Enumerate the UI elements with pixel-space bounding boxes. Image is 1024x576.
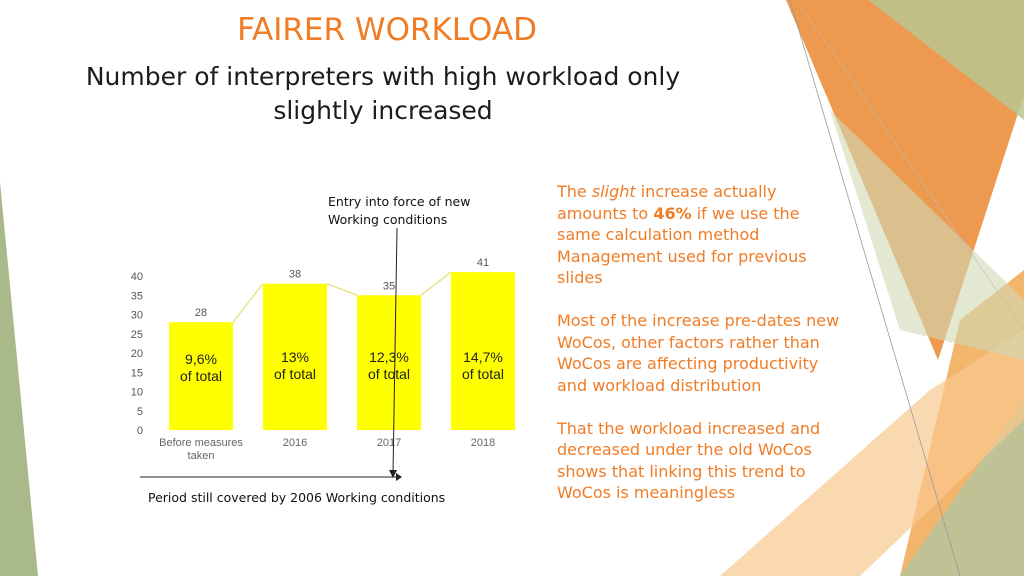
left-green-stripe [0, 182, 38, 576]
right-pale-orange-wedge [720, 330, 1024, 576]
data-label: 41 [477, 257, 489, 269]
y-tick-label: 30 [131, 310, 143, 322]
data-label: 38 [289, 269, 301, 281]
p1-strong: 46% [653, 203, 692, 223]
side-paragraph-2: Most of the increase pre-dates new WoCos… [557, 311, 840, 395]
y-tick-label: 0 [137, 425, 143, 437]
in-bar-label: of total [274, 366, 316, 382]
in-bar-label: 9,6% [185, 351, 217, 367]
right-thin-line [789, 0, 961, 576]
annotation-arrow-head [389, 470, 397, 478]
p1-part-b: increase actually amounts to [557, 182, 777, 223]
y-tick-label: 5 [137, 406, 143, 418]
x-tick-label: Before measures [159, 437, 243, 449]
in-bar-label: of total [368, 366, 410, 382]
y-tick-label: 40 [131, 271, 143, 283]
p1-part-c: if we use the same calculation method Ma… [557, 203, 807, 288]
right-thin-line-2 [799, 4, 1024, 331]
x-tick-label: 2017 [377, 437, 401, 449]
in-bar-label: 12,3% [369, 349, 409, 365]
data-label: 28 [195, 307, 207, 319]
x-tick-label: 2016 [283, 437, 307, 449]
y-tick-label: 10 [131, 387, 143, 399]
data-label: 35 [383, 280, 395, 292]
bar [169, 322, 233, 430]
annotation-new-conditions: Entry into force of new Working conditio… [328, 194, 471, 227]
bar [357, 295, 421, 430]
side-text: The slight increase actually amounts to … [557, 181, 842, 525]
connector-line [420, 271, 452, 296]
bar [451, 272, 515, 430]
x-tick-label: taken [188, 450, 215, 462]
in-bar-label: of total [462, 366, 504, 382]
p1-part-a: The [557, 182, 592, 201]
annotation-vertical-line [392, 227, 398, 475]
side-paragraph-1: The slight increase actually amounts to … [557, 181, 842, 289]
page-subtitle: Number of interpreters with high workloa… [85, 62, 681, 125]
bar [263, 283, 327, 430]
side-paragraph-3: That the workload increased and decrease… [557, 418, 821, 503]
in-bar-label: 13% [281, 349, 309, 365]
y-tick-label: 20 [131, 348, 143, 360]
y-tick-label: 25 [131, 329, 143, 341]
right-olive-wedge [868, 0, 1024, 120]
connector-line [232, 283, 264, 323]
y-tick-label: 35 [131, 290, 143, 302]
period-arrow-head [396, 473, 402, 481]
p1-emphasis: slight [591, 182, 636, 201]
right-pale-green-wedge [830, 110, 1024, 360]
y-tick-label: 15 [131, 367, 143, 379]
annotation-old-conditions: Period still covered by 2006 Working con… [148, 490, 446, 505]
in-bar-label: of total [180, 368, 222, 384]
page-title: FAIRER WORKLOAD [237, 12, 537, 48]
x-tick-label: 2018 [471, 437, 495, 449]
connector-line [326, 283, 358, 296]
in-bar-label: 14,7% [463, 349, 503, 365]
